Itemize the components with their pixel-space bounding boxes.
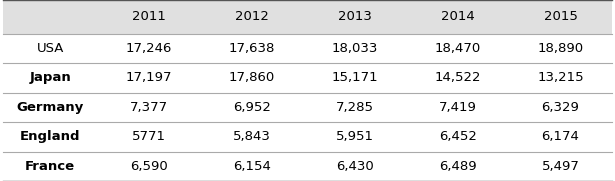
Text: 7,419: 7,419 — [438, 101, 477, 114]
Text: 7,377: 7,377 — [130, 101, 168, 114]
Text: Germany: Germany — [17, 101, 84, 114]
Bar — [3, 63, 612, 93]
Bar — [3, 122, 612, 151]
Text: Japan: Japan — [30, 71, 71, 85]
Text: 6,174: 6,174 — [542, 130, 579, 143]
Text: 2011: 2011 — [132, 10, 166, 23]
Text: 5771: 5771 — [132, 130, 166, 143]
Text: England: England — [20, 130, 81, 143]
Text: 2015: 2015 — [544, 10, 577, 23]
Text: 17,246: 17,246 — [125, 42, 172, 55]
Text: USA: USA — [36, 42, 64, 55]
Text: 5,951: 5,951 — [336, 130, 374, 143]
Text: 2012: 2012 — [235, 10, 269, 23]
Text: 14,522: 14,522 — [434, 71, 481, 85]
Text: 6,590: 6,590 — [130, 160, 168, 173]
Text: 17,197: 17,197 — [125, 71, 172, 85]
Bar — [3, 151, 612, 181]
Text: 2013: 2013 — [338, 10, 371, 23]
Text: 6,452: 6,452 — [438, 130, 477, 143]
Text: 17,860: 17,860 — [229, 71, 275, 85]
Text: France: France — [25, 160, 75, 173]
Text: 5,497: 5,497 — [542, 160, 579, 173]
Text: 6,430: 6,430 — [336, 160, 373, 173]
Text: 6,154: 6,154 — [233, 160, 271, 173]
Text: 7,285: 7,285 — [336, 101, 374, 114]
Text: 5,843: 5,843 — [233, 130, 271, 143]
Bar — [3, 34, 612, 63]
Text: 15,171: 15,171 — [331, 71, 378, 85]
Text: 13,215: 13,215 — [537, 71, 584, 85]
Text: 6,489: 6,489 — [438, 160, 477, 173]
Text: 18,890: 18,890 — [538, 42, 584, 55]
Bar — [3, 93, 612, 122]
Bar — [3, 0, 612, 34]
Text: 17,638: 17,638 — [229, 42, 275, 55]
Text: 6,329: 6,329 — [542, 101, 579, 114]
Text: 18,033: 18,033 — [331, 42, 378, 55]
Text: 18,470: 18,470 — [434, 42, 481, 55]
Text: 6,952: 6,952 — [233, 101, 271, 114]
Text: 2014: 2014 — [441, 10, 474, 23]
